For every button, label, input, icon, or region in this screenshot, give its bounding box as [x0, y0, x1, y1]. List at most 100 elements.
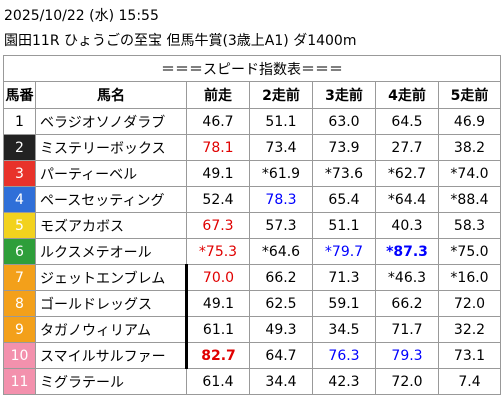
horse-number: 10: [3, 342, 36, 369]
speed-index: *88.4: [437, 186, 502, 213]
speed-index: 42.3: [312, 368, 376, 395]
speed-index: *87.3: [375, 238, 439, 265]
horse-row: 8 ゴールドレッグス 49.1 62.5 59.1 66.2 72.0: [3, 290, 502, 317]
speed-index: 76.3: [312, 342, 376, 369]
horse-number: 5: [3, 212, 36, 239]
speed-index: 49.1: [185, 290, 250, 317]
column-header: 3走前: [312, 81, 376, 109]
horse-row: 11 ミグラテール 61.4 34.4 42.3 72.0 7.4: [3, 368, 502, 395]
horse-name: ミステリーボックス: [35, 134, 187, 161]
speed-index: 62.5: [249, 290, 313, 317]
speed-index: 61.4: [186, 368, 250, 395]
horse-number: 3: [3, 160, 36, 187]
speed-index: 51.1: [312, 212, 376, 239]
speed-index: 73.1: [437, 342, 502, 369]
speed-index: 59.1: [312, 290, 376, 317]
horse-name: スマイルサルファー: [35, 342, 187, 369]
column-header: 4走前: [375, 81, 439, 109]
speed-index: *61.9: [249, 160, 313, 187]
speed-index: 34.5: [312, 316, 376, 343]
horse-number: 6: [3, 238, 36, 265]
speed-index: 71.7: [375, 316, 439, 343]
horse-row: 9 タガノウィリアム 61.1 49.3 34.5 71.7 32.2: [3, 316, 502, 343]
horse-name: パーティーベル: [35, 160, 187, 187]
horse-name: ペースセッティング: [35, 186, 187, 213]
speed-index: 52.4: [186, 186, 250, 213]
speed-index: *74.0: [437, 160, 502, 187]
race-line: 園田11R ひょうごの至宝 但馬牛賞(3歳上A1) ダ1400m: [4, 33, 357, 49]
horse-number: 1: [3, 108, 36, 135]
speed-index: 51.1: [249, 108, 313, 135]
speed-index: 27.7: [375, 134, 439, 161]
speed-index: 72.0: [375, 368, 439, 395]
horse-name: ルクスメテオール: [35, 238, 187, 265]
horse-number: 2: [3, 134, 36, 161]
horse-number: 9: [3, 316, 36, 343]
horse-row: 1 ベラジオソノダラブ 46.7 51.1 63.0 64.5 46.9: [3, 108, 502, 135]
horse-row: 4 ペースセッティング 52.4 78.3 65.4 *64.4 *88.4: [3, 186, 502, 213]
speed-index: 58.3: [437, 212, 502, 239]
speed-index: 66.2: [249, 264, 313, 291]
horse-row: 2 ミステリーボックス 78.1 73.4 73.9 27.7 38.2: [3, 134, 502, 161]
speed-index: 78.1: [186, 134, 250, 161]
speed-index: *79.7: [312, 238, 376, 265]
title-row: ＝＝＝スピード指数表＝＝＝: [2, 55, 502, 82]
speed-index: 78.3: [249, 186, 313, 213]
horse-name: タガノウィリアム: [35, 316, 187, 343]
speed-index: 49.3: [249, 316, 313, 343]
speed-index: 34.4: [249, 368, 313, 395]
speed-index: *62.7: [375, 160, 439, 187]
speed-index: 63.0: [312, 108, 376, 135]
header-row: 馬番 馬名 前走 2走前 3走前 4走前 5走前: [3, 81, 502, 109]
speed-index: 73.9: [312, 134, 376, 161]
column-header: 2走前: [249, 81, 313, 109]
speed-index: 46.9: [437, 108, 502, 135]
speed-index: 79.3: [375, 342, 439, 369]
column-header: 前走: [186, 81, 250, 109]
speed-index: 72.0: [437, 290, 502, 317]
speed-index: *64.6: [249, 238, 313, 265]
speed-index: 67.3: [186, 212, 250, 239]
speed-index: 71.3: [312, 264, 376, 291]
speed-index: 49.1: [186, 160, 250, 187]
speed-index: 61.1: [185, 316, 250, 343]
speed-index: *46.3: [375, 264, 439, 291]
speed-index: 65.4: [312, 186, 376, 213]
speed-index: 32.2: [437, 316, 502, 343]
horse-row: 10 スマイルサルファー 82.7 64.7 76.3 79.3 73.1: [3, 342, 502, 369]
horse-number: 8: [3, 290, 36, 317]
speed-index: 70.0: [185, 264, 250, 291]
horse-row: 3 パーティーベル 49.1 *61.9 *73.6 *62.7 *74.0: [3, 160, 502, 187]
speed-index: 73.4: [249, 134, 313, 161]
speed-index: 40.3: [375, 212, 439, 239]
date-line: 2025/10/22 (水) 15:55: [4, 8, 159, 24]
horse-name: ジェットエンブレム: [35, 264, 187, 291]
horse-number: 7: [3, 264, 36, 291]
speed-index: 82.7: [185, 342, 250, 369]
speed-index: 46.7: [186, 108, 250, 135]
horse-name: ベラジオソノダラブ: [35, 108, 187, 135]
table-title: ＝＝＝スピード指数表＝＝＝: [2, 55, 502, 82]
speed-index: 64.7: [249, 342, 313, 369]
horse-name: モズアカボス: [35, 212, 187, 239]
speed-index: *73.6: [312, 160, 376, 187]
horse-row: 5 モズアカボス 67.3 57.3 51.1 40.3 58.3: [3, 212, 502, 239]
horse-row: 6 ルクスメテオール *75.3 *64.6 *79.7 *87.3 *75.0: [3, 238, 502, 265]
speed-index: *75.3: [186, 238, 250, 265]
column-header: 馬名: [35, 81, 187, 109]
speed-index: *64.4: [375, 186, 439, 213]
column-header: 馬番: [3, 81, 36, 109]
horse-name: ミグラテール: [35, 368, 187, 395]
speed-index: 57.3: [249, 212, 313, 239]
speed-table: ＝＝＝スピード指数表＝＝＝ 馬番 馬名 前走 2走前 3走前 4走前 5走前 1 ベラジオソノ…: [2, 55, 502, 395]
speed-index: 38.2: [437, 134, 502, 161]
speed-index: *16.0: [437, 264, 502, 291]
horse-row: 7 ジェットエンブレム 70.0 66.2 71.3 *46.3 *16.0: [3, 264, 502, 291]
horse-number: 11: [3, 368, 36, 395]
speed-index: *75.0: [437, 238, 502, 265]
speed-index: 64.5: [375, 108, 439, 135]
horse-name: ゴールドレッグス: [35, 290, 187, 317]
speed-index: 66.2: [375, 290, 439, 317]
horse-number: 4: [3, 186, 36, 213]
